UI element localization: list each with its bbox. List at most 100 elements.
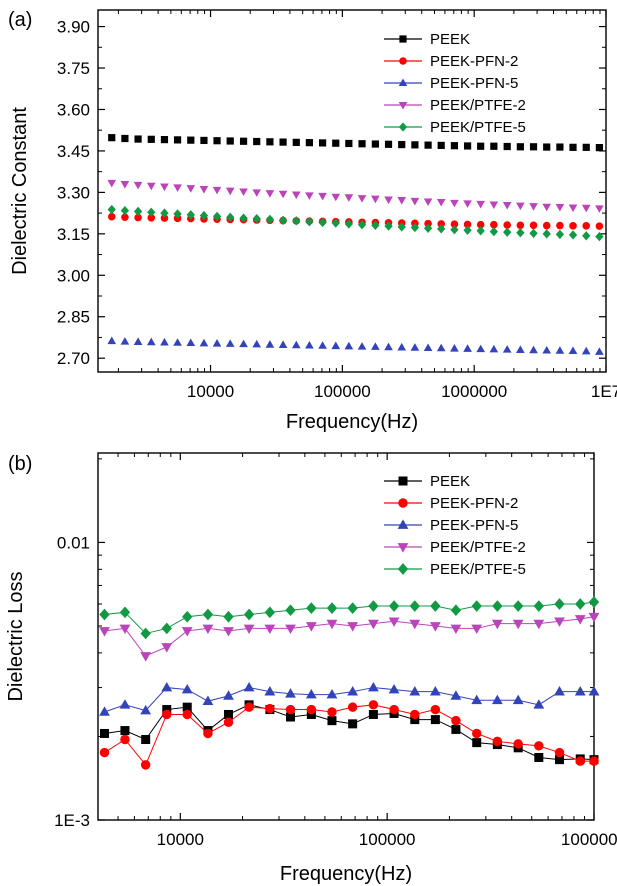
data-point — [534, 741, 544, 751]
data-point — [331, 341, 341, 350]
data-point — [529, 203, 538, 211]
data-point — [319, 139, 327, 147]
data-point — [588, 596, 600, 608]
y-tick-label: 2.85 — [57, 308, 90, 327]
data-point — [243, 608, 255, 621]
data-point — [388, 617, 400, 627]
legend-marker — [397, 563, 409, 575]
data-point — [556, 143, 564, 151]
series-line — [104, 704, 594, 766]
data-point — [344, 219, 353, 229]
data-point — [371, 195, 380, 204]
data-point — [146, 337, 156, 346]
y-tick-label: 3.90 — [57, 18, 90, 37]
y-tick-label: 1E-3 — [54, 811, 90, 830]
data-point — [471, 728, 482, 739]
data-point — [199, 186, 209, 194]
data-point — [410, 715, 420, 725]
data-point — [388, 600, 400, 612]
data-point — [239, 137, 248, 145]
data-point — [99, 706, 110, 716]
data-point — [555, 346, 565, 354]
legend-label: PEEK/PTFE-2 — [430, 539, 526, 556]
data-point — [243, 681, 255, 692]
data-point — [555, 229, 565, 240]
x-tick-label: 100000 — [314, 382, 371, 401]
data-point — [226, 212, 235, 222]
data-point — [450, 142, 459, 150]
data-point — [437, 220, 445, 228]
data-point — [305, 216, 314, 227]
data-point — [516, 143, 524, 151]
data-point — [121, 134, 129, 143]
data-point — [529, 228, 538, 238]
data-point — [450, 199, 459, 208]
data-point — [429, 622, 441, 632]
data-point — [477, 142, 485, 150]
data-point — [141, 734, 151, 744]
data-point — [589, 756, 599, 766]
data-point — [162, 705, 172, 715]
data-point — [278, 340, 288, 348]
data-point — [423, 343, 433, 352]
data-point — [471, 600, 482, 612]
y-tick-label: 2.70 — [57, 349, 90, 368]
data-point — [512, 694, 524, 705]
data-point — [326, 688, 338, 699]
data-point — [503, 221, 511, 229]
data-point — [146, 182, 156, 191]
series-peek-ptfe-5 — [107, 204, 604, 242]
data-point — [182, 610, 193, 623]
data-point — [529, 143, 538, 151]
data-point — [410, 709, 420, 720]
data-point — [476, 226, 485, 236]
legend-item: PEEK/PTFE-2 — [384, 539, 526, 556]
legend-marker — [398, 78, 408, 87]
x-axis-label: Frequency(Hz) — [280, 863, 412, 885]
data-point — [99, 608, 110, 621]
data-point — [384, 196, 393, 205]
data-point — [357, 342, 367, 350]
data-point — [368, 700, 379, 710]
x-tick-label: 1E7 — [591, 382, 617, 401]
data-point — [264, 606, 276, 619]
data-point — [450, 604, 462, 617]
y-tick-label: 3.45 — [57, 142, 90, 161]
data-point — [436, 198, 446, 207]
data-point — [291, 191, 301, 200]
data-point — [398, 140, 406, 149]
data-point — [389, 704, 399, 715]
series-peek-ptfe-2 — [99, 612, 600, 662]
data-point — [326, 602, 338, 614]
data-point — [424, 141, 432, 149]
series-peek-pfn-5 — [107, 336, 604, 355]
x-tick-label: 10000 — [187, 382, 234, 401]
legend-item: PEEK-PFN-2 — [384, 495, 518, 512]
data-point — [305, 139, 313, 147]
data-point — [318, 341, 327, 349]
legend-marker — [397, 543, 409, 553]
legend-label: PEEK — [430, 473, 470, 490]
data-point — [476, 200, 485, 209]
data-point — [133, 181, 143, 190]
legend-item: PEEK/PTFE-5 — [384, 119, 526, 136]
data-point — [555, 203, 565, 212]
legend-label: PEEK/PTFE-5 — [430, 561, 526, 578]
series-peek-pfn-5 — [99, 681, 600, 716]
data-point — [305, 622, 317, 632]
data-point — [306, 709, 316, 719]
data-point — [450, 624, 462, 635]
data-point — [140, 652, 152, 662]
data-point — [397, 197, 407, 205]
data-point — [513, 739, 523, 749]
data-point — [147, 214, 156, 222]
data-point — [331, 218, 340, 228]
legend: PEEK PEEK-PFN-2 PEEK-PFN-5 PEEK/PTFE-2 PEEK/… — [384, 473, 526, 578]
data-point — [411, 141, 419, 149]
data-point — [345, 139, 353, 148]
data-point — [147, 207, 156, 217]
data-point — [140, 627, 151, 640]
data-point — [463, 225, 472, 235]
data-point — [181, 683, 193, 694]
